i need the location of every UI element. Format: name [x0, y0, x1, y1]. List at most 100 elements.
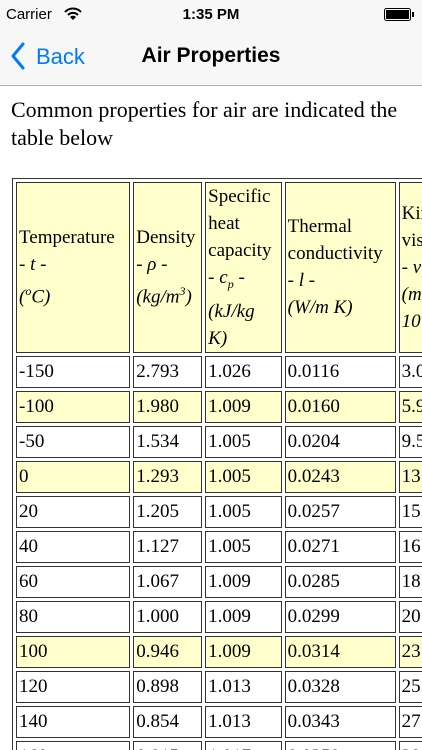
- data-cell: 1.017: [205, 740, 282, 750]
- data-cell: 15.: [398, 495, 422, 528]
- header-text: - c: [208, 267, 228, 288]
- superscript: 3: [179, 284, 186, 299]
- header-line: - l -: [288, 267, 393, 294]
- data-cell: 0.0160: [284, 390, 396, 423]
- web-content: Common properties for air are indicated …: [0, 86, 422, 750]
- header-cell: Density - ρ - (kg/m3): [133, 182, 203, 353]
- data-cell: 60: [16, 565, 131, 598]
- data-cell: 0.0358: [284, 740, 396, 750]
- data-cell: 0.815: [133, 740, 203, 750]
- data-cell: 1.009: [205, 565, 282, 598]
- header-line: 10: [402, 308, 422, 335]
- data-cell: 0.0299: [284, 600, 396, 633]
- data-cell: 1.205: [133, 495, 203, 528]
- data-cell: 1.013: [205, 705, 282, 738]
- header-text: Kin: [401, 202, 422, 224]
- data-cell: 0.0328: [284, 670, 396, 703]
- header-text: 10: [401, 310, 421, 332]
- status-bar: Carrier 1:35 PM: [0, 0, 422, 30]
- header-line: visc: [402, 227, 422, 254]
- header-text: Specific: [208, 186, 271, 207]
- header-text: capacity: [208, 240, 272, 261]
- header-text: visc: [401, 229, 422, 251]
- data-cell: 2.793: [133, 355, 203, 388]
- header-line: Specific: [208, 183, 279, 210]
- battery-icon: [384, 8, 414, 21]
- header-line: (kg/m3): [136, 278, 199, 310]
- header-text: Density: [136, 227, 196, 249]
- header-text: heat: [208, 213, 240, 234]
- properties-table: Temperature - t - (oC) Density - ρ - (kg/m3) S…: [12, 178, 422, 750]
- data-row: 1600.8151.0170.035829.: [16, 740, 422, 750]
- data-cell: -100: [16, 390, 131, 423]
- wifi-icon: [64, 7, 82, 20]
- data-cell: 80: [16, 600, 131, 633]
- header-line: (kJ/kg: [208, 298, 279, 325]
- data-cell: 1.127: [133, 530, 203, 563]
- data-cell: 0.946: [133, 635, 203, 668]
- header-line: - t -: [19, 251, 127, 278]
- header-line: - cp -: [208, 264, 279, 298]
- header-text: - t -: [19, 254, 47, 276]
- header-line: - ρ -: [136, 251, 199, 278]
- data-cell: 140: [16, 705, 131, 738]
- nav-bar: Back Air Properties: [0, 30, 422, 86]
- data-cell: 0.0204: [284, 425, 396, 458]
- nav-title: Air Properties: [141, 44, 281, 67]
- data-cell: 1.009: [205, 600, 282, 633]
- back-chevron: [11, 42, 25, 70]
- data-cell: 1.005: [205, 460, 282, 493]
- header-text: K): [208, 327, 228, 349]
- data-cell: 1.980: [133, 390, 203, 423]
- header-line: capacity: [208, 237, 279, 264]
- data-cell: 1.009: [205, 635, 282, 668]
- header-text: (W/m K): [287, 297, 353, 319]
- data-cell: 1.005: [205, 495, 282, 528]
- header-text: -: [233, 267, 245, 288]
- table-viewport: Temperature - t - (oC) Density - ρ - (kg/m3) S…: [12, 178, 422, 750]
- data-cell: -50: [16, 425, 131, 458]
- data-cell: 0.898: [133, 670, 203, 703]
- header-cell: Thermal conductivity - l - (W/m K): [284, 182, 396, 353]
- data-cell: 0.0285: [284, 565, 396, 598]
- data-cell: 40: [16, 530, 131, 563]
- header-text: (: [19, 286, 26, 308]
- data-cell: 1.009: [205, 390, 282, 423]
- data-cell: 20.: [398, 600, 422, 633]
- header-text: Thermal: [287, 216, 353, 238]
- header-line: (m: [402, 281, 422, 308]
- data-cell: 0.0314: [284, 635, 396, 668]
- data-cell: 0.0271: [284, 530, 396, 563]
- header-line: (oC): [19, 278, 127, 310]
- data-cell: 0: [16, 460, 131, 493]
- data-cell: 9.5: [398, 425, 422, 458]
- data-cell: -150: [16, 355, 131, 388]
- header-line: heat: [208, 210, 279, 237]
- header-text: - l -: [287, 270, 316, 292]
- data-cell: 120: [16, 670, 131, 703]
- header-cell: Kin visc - v (m 10: [398, 182, 422, 353]
- header-line: - v: [402, 254, 422, 281]
- header-text: (kg/m: [136, 286, 180, 308]
- subscript: p: [227, 276, 234, 291]
- header-text: C): [31, 286, 51, 308]
- data-cell: 20: [16, 495, 131, 528]
- clock: 1:35 PM: [182, 6, 240, 23]
- header-text: ): [185, 286, 192, 308]
- header-text: Temperature: [19, 227, 115, 249]
- header-line: Temperature: [19, 224, 127, 251]
- data-cell: 160: [16, 740, 131, 750]
- data-cell: 1.293: [133, 460, 203, 493]
- header-line: (W/m K): [288, 294, 393, 321]
- header-cell: Temperature - t - (oC): [16, 182, 131, 353]
- data-cell: 0.0116: [284, 355, 396, 388]
